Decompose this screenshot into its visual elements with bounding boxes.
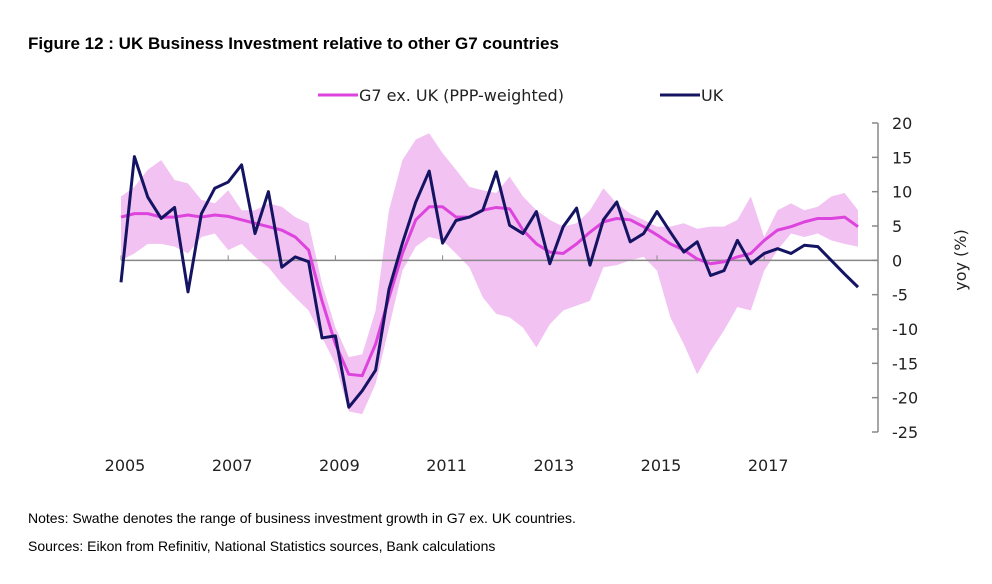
x-tick-label: 2009: [319, 456, 360, 475]
x-tick-label: 2017: [748, 456, 789, 475]
chart: 2005 2007 2009 2011 2013 2015 2017 20151050-5-…: [105, 86, 970, 475]
x-tick-label: 2005: [105, 456, 146, 475]
x-tick-label: 2011: [426, 456, 467, 475]
y-tick-label: -10: [892, 320, 918, 339]
y-tick-label: 5: [892, 217, 902, 236]
y-axis-label: yoy (%): [951, 229, 970, 291]
uk-series-line: [119, 155, 860, 409]
y-tick-label: -20: [892, 389, 918, 408]
x-tick-label: 2013: [533, 456, 574, 475]
y-tick-label: 15: [892, 148, 912, 167]
g7-series-line: [120, 205, 859, 378]
y-tick-label: 20: [892, 114, 912, 133]
y-tick-label: -5: [892, 286, 908, 305]
range-swathe: [121, 133, 858, 415]
x-tick-label: 2007: [212, 456, 253, 475]
y-tick-label: 10: [892, 183, 912, 202]
y-tick-label: -25: [892, 423, 918, 442]
legend-label-uk: UK: [701, 86, 724, 105]
sources-text: Sources: Eikon from Refinitiv, National …: [28, 538, 496, 554]
chart-title: Figure 12 : UK Business Investment relat…: [28, 34, 559, 53]
legend-label-g7: G7 ex. UK (PPP-weighted): [359, 86, 564, 105]
x-tick-label: 2015: [641, 456, 682, 475]
y-tick-label: -15: [892, 354, 918, 373]
y-tick-label: 0: [892, 251, 902, 270]
notes-text: Notes: Swathe denotes the range of busin…: [28, 510, 576, 526]
